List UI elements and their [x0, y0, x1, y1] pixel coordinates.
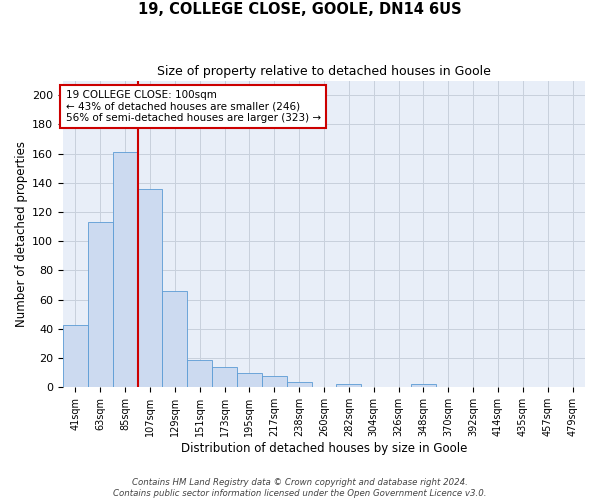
Title: Size of property relative to detached houses in Goole: Size of property relative to detached ho…	[157, 65, 491, 78]
Text: 19 COLLEGE CLOSE: 100sqm
← 43% of detached houses are smaller (246)
56% of semi-: 19 COLLEGE CLOSE: 100sqm ← 43% of detach…	[65, 90, 321, 123]
Text: Contains HM Land Registry data © Crown copyright and database right 2024.
Contai: Contains HM Land Registry data © Crown c…	[113, 478, 487, 498]
Bar	[187, 360, 212, 388]
Text: 19, COLLEGE CLOSE, GOOLE, DN14 6US: 19, COLLEGE CLOSE, GOOLE, DN14 6US	[138, 2, 462, 18]
Bar	[237, 372, 262, 388]
Bar	[212, 367, 237, 388]
Bar	[287, 382, 311, 388]
Bar	[411, 384, 436, 388]
Bar	[63, 324, 88, 388]
Y-axis label: Number of detached properties: Number of detached properties	[15, 141, 28, 327]
Bar	[262, 376, 287, 388]
Bar	[337, 384, 361, 388]
Bar	[137, 188, 163, 388]
X-axis label: Distribution of detached houses by size in Goole: Distribution of detached houses by size …	[181, 442, 467, 455]
Bar	[163, 291, 187, 388]
Bar	[113, 152, 137, 388]
Bar	[88, 222, 113, 388]
